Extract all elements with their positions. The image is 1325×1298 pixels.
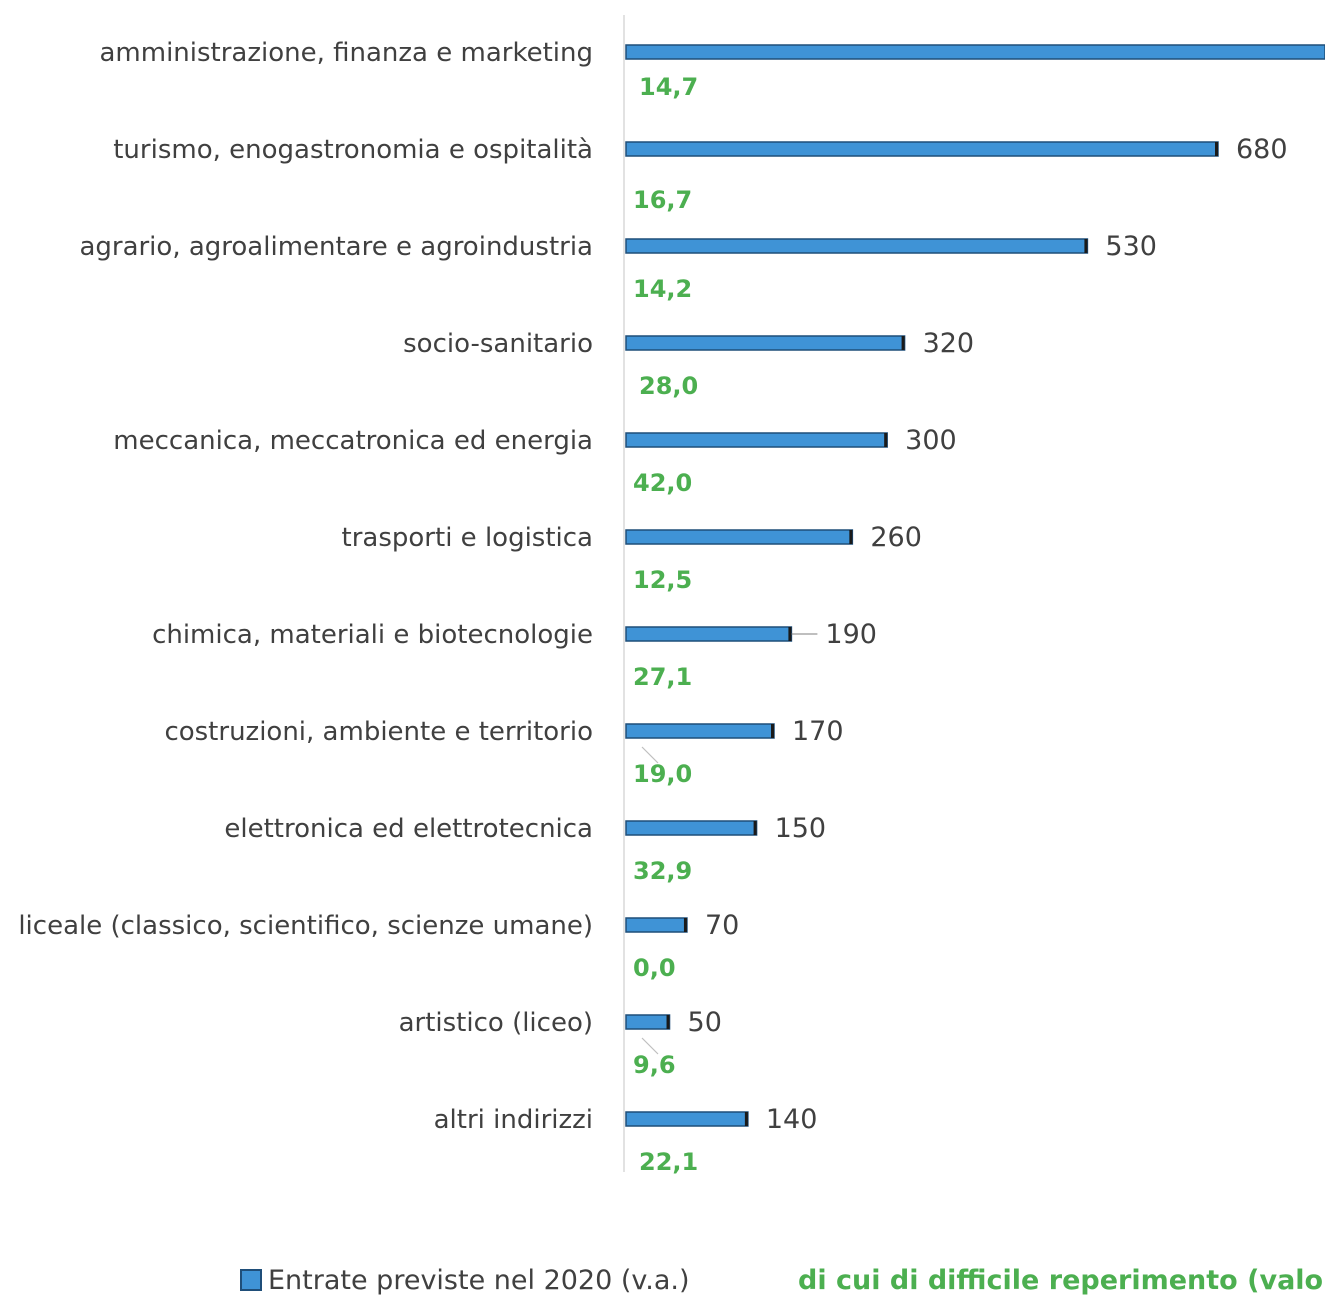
- bar-value-label: 300: [905, 425, 957, 456]
- bar-end-cap: [884, 433, 888, 447]
- bar-end-cap: [788, 627, 792, 641]
- bar: [625, 626, 793, 642]
- category-label: agrario, agroalimentare e agroindustria: [79, 232, 593, 262]
- bar: [625, 1111, 749, 1127]
- bar-value-label: 260: [870, 522, 922, 553]
- bar: [625, 917, 688, 933]
- percentage-leader-line: [641, 1037, 659, 1055]
- bar-end-cap: [744, 1112, 748, 1126]
- bar-value-label: 170: [792, 716, 844, 747]
- legend-label-difficile: di cui di difficile reperimento (valori …: [798, 1264, 1325, 1296]
- bar-end-cap: [683, 918, 687, 932]
- legend-entry-entrate: Entrate previste nel 2020 (v.a.): [240, 1262, 690, 1298]
- bar: [625, 335, 906, 351]
- bar-end-cap: [901, 336, 905, 350]
- bar-value-label: 70: [705, 910, 739, 941]
- percentage-label: 32,9: [633, 857, 692, 885]
- bar: [625, 723, 775, 739]
- percentage-label: 19,0: [633, 760, 692, 788]
- percentage-label: 16,7: [633, 186, 692, 214]
- percentage-label: 14,2: [633, 275, 692, 303]
- category-label: turismo, enogastronomia e ospitalità: [113, 135, 593, 165]
- bar: [625, 432, 888, 448]
- bar-end-cap: [1084, 239, 1088, 253]
- bar: [625, 238, 1089, 254]
- bar: [625, 44, 1325, 60]
- legend-swatch-blue: [240, 1269, 262, 1291]
- category-label: socio-sanitario: [403, 329, 593, 359]
- category-label: trasporti e logistica: [342, 523, 593, 553]
- category-label: elettronica ed elettrotecnica: [224, 814, 593, 844]
- bar: [625, 529, 854, 545]
- percentage-label: 0,0: [633, 954, 676, 982]
- bar: [625, 820, 758, 836]
- percentage-label: 28,0: [639, 372, 698, 400]
- bar-value-label: 680: [1236, 134, 1288, 165]
- bar-value-label: 320: [923, 328, 975, 359]
- category-label: costruzioni, ambiente e territorio: [164, 717, 593, 747]
- bar-end-cap: [753, 821, 757, 835]
- percentage-label: 12,5: [633, 566, 692, 594]
- category-label: artistico (liceo): [399, 1008, 593, 1038]
- bar-value-label: 140: [766, 1104, 818, 1135]
- percentage-leader-line: [641, 746, 659, 764]
- bar-value-label: 150: [775, 813, 827, 844]
- bar-end-cap: [849, 530, 853, 544]
- bar-end-cap: [666, 1015, 670, 1029]
- bar: [625, 141, 1219, 157]
- bar: [625, 1014, 671, 1030]
- bars-group: amministrazione, finanza e marketing 14,7…: [18, 38, 1325, 1176]
- bar-value-label: 50: [688, 1007, 722, 1038]
- category-label: chimica, materiali e biotecnologie: [152, 620, 593, 650]
- bar-end-cap: [771, 724, 774, 738]
- bar-value-label: 190: [825, 619, 877, 650]
- percentage-label: 14,7: [639, 73, 698, 101]
- category-label: altri indirizzi: [434, 1105, 593, 1135]
- category-label: liceale (classico, scientifico, scienze …: [18, 911, 593, 941]
- legend-label-entrate: Entrate previste nel 2020 (v.a.): [268, 1264, 690, 1296]
- percentage-label: 42,0: [633, 469, 692, 497]
- bar-end-cap: [1215, 142, 1218, 156]
- category-label: meccanica, meccatronica ed energia: [113, 426, 593, 456]
- category-label: amministrazione, finanza e marketing: [99, 38, 593, 68]
- legend-entry-difficile: di cui di difficile reperimento (valori …: [798, 1262, 1325, 1298]
- percentage-label: 9,6: [633, 1051, 676, 1079]
- percentage-label: 27,1: [633, 663, 692, 691]
- bar-chart: amministrazione, finanza e marketing 14,7…: [18, 15, 1325, 1176]
- bar-value-label: 530: [1105, 231, 1157, 262]
- percentage-label: 22,1: [639, 1148, 698, 1176]
